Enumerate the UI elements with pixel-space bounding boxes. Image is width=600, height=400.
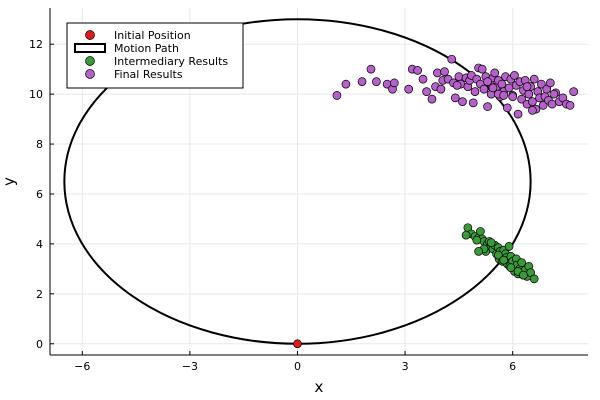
intermediary-results-point [461,230,471,240]
y-tick-label: 0 [36,338,43,351]
intermediary-results-point [476,227,485,236]
final-results-point [479,84,489,94]
y-tick-label: 6 [36,188,43,201]
final-results-point [436,84,446,94]
y-tick-label: 10 [29,88,43,101]
final-results-point [413,66,422,75]
final-results-point [513,109,523,119]
initial-position-point [293,339,302,349]
final-results-point [470,87,480,96]
final-results-legend-label: Final Results [114,68,183,81]
final-results-point [372,77,381,86]
final-results-point [454,72,464,82]
legend-box [66,22,244,89]
final-results-point [418,74,428,84]
final-results-point [522,82,532,91]
final-results-point [569,87,579,96]
intermediary-results-point [517,258,526,267]
final-results-point [404,84,414,94]
final-results-point [477,64,487,74]
intermediary-results-point [504,242,514,251]
final-results-point [433,68,442,78]
final-results-point [547,99,557,109]
final-results-point [528,97,537,106]
final-results-point [366,64,376,74]
points-layer [293,54,579,349]
motion-path-legend-label: Motion Path [114,42,179,55]
final-results-point [538,101,548,110]
final-results-point [458,97,467,106]
x-axis-title: x [315,378,324,396]
intermediary-results-point [506,263,516,272]
final-results-point [545,78,555,88]
final-results-point [504,83,514,93]
initial-position-legend-swatch [85,30,95,40]
y-tick-label: 4 [36,238,43,251]
initial-position-legend-label: Initial Position [114,29,191,42]
intermediary-results-point [472,235,482,245]
tick-labels: −6 −3 0 3 6 0 2 4 6 8 10 12 [29,38,516,373]
x-tick-label: −6 [74,360,90,373]
intermediary-results-point [493,250,503,260]
x-tick-label: −3 [182,360,198,373]
final-results-point [341,79,351,89]
x-tick-label: 0 [294,360,301,373]
final-results-point [549,89,559,99]
intermediary-results-point [499,255,509,265]
final-results-point [537,79,546,89]
final-results-point [528,106,537,115]
intermediary-results-point [474,247,483,256]
final-results-point [332,91,342,100]
plot-frame [49,8,588,356]
final-results-point [450,93,460,103]
x-tick-label: 3 [402,360,409,373]
final-results-point [508,92,518,101]
final-results-point [502,103,512,113]
final-results-point [565,101,575,110]
final-results-point [389,78,399,88]
final-results-point [440,67,449,77]
final-results-point [529,74,539,84]
final-results-point [468,98,478,108]
y-tick-label: 12 [29,38,43,51]
y-tick-label: 2 [36,288,43,301]
final-results-point [499,91,509,100]
final-results-point [452,81,462,90]
intermediary-results-point [486,238,496,248]
final-results-point [422,87,431,96]
final-results-point [490,68,500,78]
final-results-point [483,77,492,86]
x-tick-label: 6 [509,360,516,373]
final-results-legend-swatch [85,69,95,79]
final-results-point [483,102,492,111]
intermediary-results-point [519,270,528,280]
motion-path-legend-swatch [74,43,106,53]
intermediary-results-point [529,274,539,284]
y-tick-label: 8 [36,138,43,151]
final-results-point [510,71,519,80]
final-results-point [357,77,367,86]
final-results-point [488,83,498,93]
intermediary-results-legend-swatch [85,56,95,66]
final-results-point [427,94,437,104]
final-results-point [517,94,526,104]
final-results-point [447,54,457,64]
final-results-point [497,79,507,89]
y-axis-title: y [0,177,18,186]
final-results-point [524,89,534,99]
intermediary-results-legend-label: Intermediary Results [114,55,228,68]
